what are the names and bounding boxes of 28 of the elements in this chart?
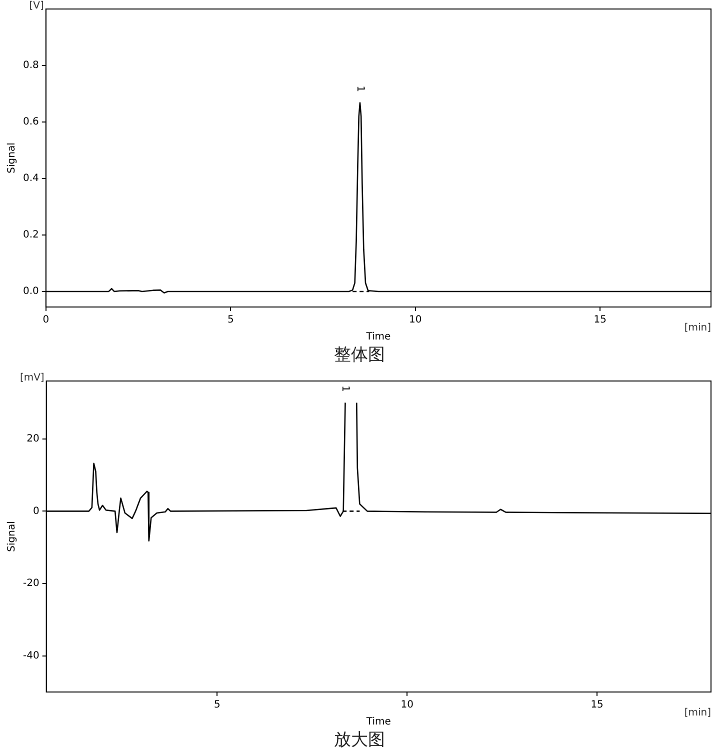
x-tick-label: 10 bbox=[409, 314, 422, 326]
text: 放大图 bbox=[333, 729, 386, 751]
annotation: 1 bbox=[354, 86, 366, 92]
x-axis-title: Time bbox=[365, 332, 391, 343]
text: [mV] bbox=[20, 372, 44, 384]
x-tick-label: 10 bbox=[400, 700, 414, 711]
text: [V] bbox=[29, 0, 44, 12]
x-tick-label: 15 bbox=[594, 314, 607, 326]
x-tick-label: 0 bbox=[42, 314, 50, 326]
y-axis-title: Signal bbox=[6, 142, 18, 174]
y-tick-label: 0.4 bbox=[22, 173, 39, 184]
x-axis-title: Time bbox=[365, 716, 391, 728]
text: [min] bbox=[684, 322, 712, 334]
text: [min] bbox=[684, 708, 712, 719]
annotation: 1 bbox=[340, 386, 351, 392]
y-tick-label: 0 bbox=[32, 506, 40, 517]
y-tick-label: 0.6 bbox=[22, 116, 39, 128]
x-tick-label: 5 bbox=[227, 314, 234, 326]
y-tick-label: -20 bbox=[22, 578, 40, 590]
y-tick-label: 0.2 bbox=[22, 230, 39, 241]
x-tick-label: 15 bbox=[590, 700, 604, 711]
y-tick-label: 0.0 bbox=[22, 286, 39, 298]
y-tick-label: -40 bbox=[22, 650, 40, 662]
y-tick-label: 20 bbox=[26, 433, 40, 444]
x-tick-label: 5 bbox=[214, 700, 220, 711]
y-axis-title: Signal bbox=[6, 521, 18, 552]
text: 整体图 bbox=[333, 344, 386, 366]
y-tick-label: 0.8 bbox=[22, 60, 39, 72]
